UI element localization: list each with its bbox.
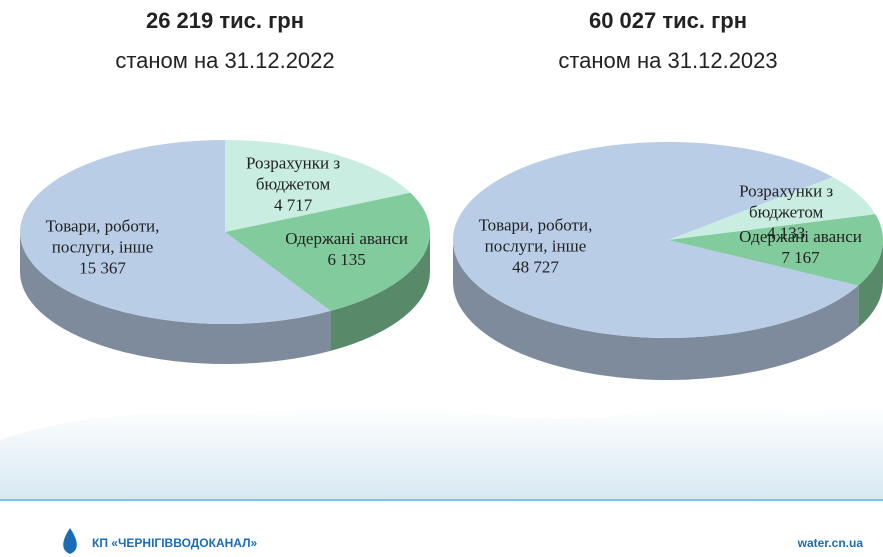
organization: КП «ЧЕРНІГІВВОДОКАНАЛ» (92, 536, 257, 550)
chart-subtitle: станом на 31.12.2023 (558, 48, 777, 73)
wave-decoration (0, 405, 883, 500)
value-label: 48 727 (473, 257, 598, 278)
category-label: Розрахунки з бюджетом (231, 152, 356, 194)
category-label: Розрахунки з бюджетом (724, 180, 849, 222)
value-label: 7 167 (738, 247, 863, 268)
category-label: Одержані аванси (738, 226, 863, 247)
category-label: Товари, роботи, послуги, інше (40, 216, 165, 258)
value-label: 15 367 (40, 258, 165, 279)
logo (63, 528, 77, 554)
chart-subtitle: станом на 31.12.2022 (115, 48, 334, 73)
slide: 26 219 тис. грн станом на 31.12.2022 60 02… (0, 0, 883, 557)
website: water.cn.ua (798, 536, 863, 550)
value-label: 4 717 (231, 194, 356, 215)
category-label: Товари, роботи, послуги, інше (473, 215, 598, 257)
chart-title: 60 027 тис. грн (589, 8, 747, 33)
chart-title: 26 219 тис. грн (146, 8, 304, 33)
category-label: Одержані аванси (284, 228, 409, 249)
value-label: 6 135 (284, 249, 409, 270)
